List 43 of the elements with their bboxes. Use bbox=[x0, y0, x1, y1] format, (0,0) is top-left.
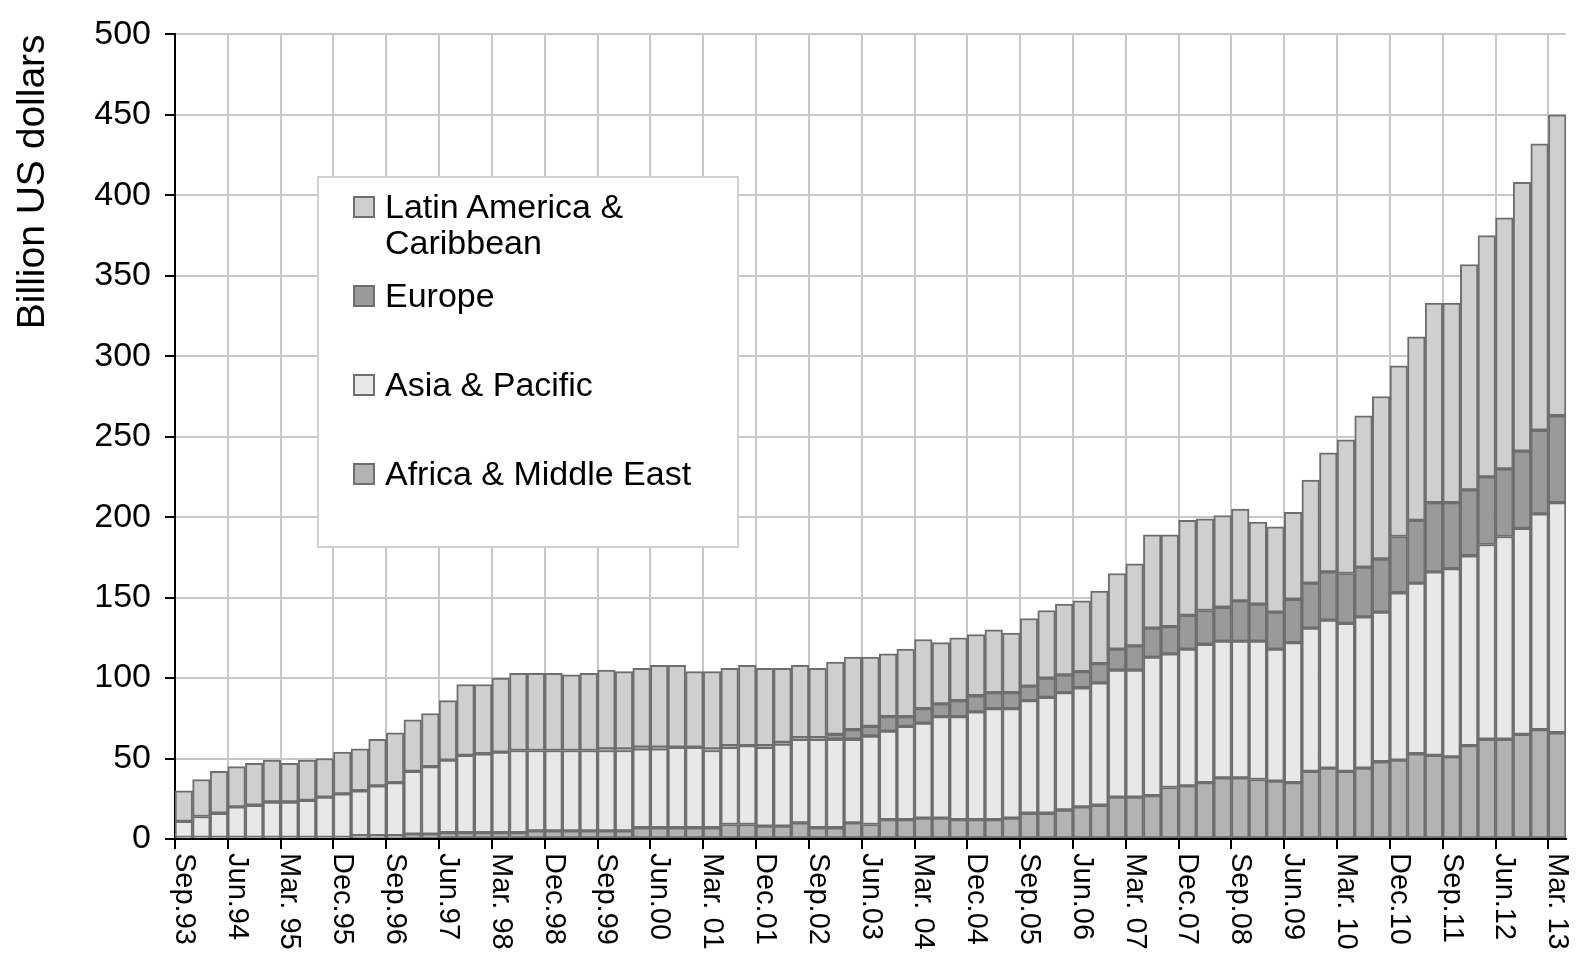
x-tick-label: Dec.01 bbox=[750, 853, 783, 945]
legend-label: Asia & Pacific bbox=[385, 365, 593, 403]
x-tick-label: Mar. 10 bbox=[1331, 853, 1364, 950]
y-tick-label: 300 bbox=[94, 334, 151, 373]
legend-label: Africa & Middle East bbox=[385, 454, 692, 492]
y-tick-label: 150 bbox=[94, 575, 151, 614]
x-tick-label: Jun.09 bbox=[1279, 853, 1312, 941]
y-tick-label: 250 bbox=[94, 415, 151, 454]
y-tick-label: 450 bbox=[94, 93, 151, 132]
x-tick-label: Sep.96 bbox=[381, 853, 414, 945]
y-tick-label: 500 bbox=[94, 12, 151, 51]
y-tick-label: 100 bbox=[94, 656, 151, 695]
x-tick-label: Mar. 07 bbox=[1120, 853, 1153, 950]
x-tick-label: Dec.10 bbox=[1384, 853, 1417, 945]
x-tick-label: Mar. 01 bbox=[698, 853, 731, 950]
x-tick-label: Sep.08 bbox=[1226, 853, 1259, 945]
y-tick-label: 50 bbox=[113, 736, 151, 775]
x-tick-label: Sep.02 bbox=[803, 853, 836, 945]
x-tick-label: Jun.03 bbox=[856, 853, 889, 941]
y-tick-label: 0 bbox=[132, 817, 151, 856]
x-tick-label: Jun.00 bbox=[645, 853, 678, 941]
x-tick-label: Mar. 95 bbox=[275, 853, 308, 950]
x-tick-label: Sep.11 bbox=[1437, 853, 1470, 943]
x-tick-label: Jun.97 bbox=[433, 853, 466, 941]
y-axis-title: Billion US dollars bbox=[9, 34, 53, 330]
x-tick-label: Mar. 04 bbox=[909, 853, 942, 950]
y-tick-label: 350 bbox=[94, 254, 151, 293]
x-tick-label: Dec.07 bbox=[1173, 853, 1206, 945]
legend-label: Latin America & Caribbean bbox=[385, 187, 625, 261]
y-tick-label: 400 bbox=[94, 173, 151, 212]
x-tick-label: Jun.12 bbox=[1490, 853, 1523, 941]
x-tick-label: Sep.93 bbox=[169, 853, 202, 945]
x-tick-label: Sep.99 bbox=[592, 853, 625, 945]
x-tick-label: Mar. 98 bbox=[486, 853, 519, 950]
legend-label: Europe bbox=[385, 276, 495, 314]
x-tick-label: Jun.06 bbox=[1067, 853, 1100, 941]
x-tick-label: Jun.94 bbox=[222, 853, 255, 941]
x-tick-label: Sep.05 bbox=[1014, 853, 1047, 945]
y-tick-label: 200 bbox=[94, 495, 151, 534]
x-tick-label: Dec.98 bbox=[539, 853, 572, 945]
x-tick-label: Mar. 13 bbox=[1543, 853, 1576, 950]
x-tick-label: Dec.95 bbox=[328, 853, 361, 945]
x-tick-label: Dec.04 bbox=[962, 853, 995, 945]
